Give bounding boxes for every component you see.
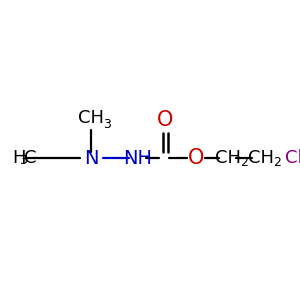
Text: Cl: Cl bbox=[285, 149, 300, 167]
Text: CH: CH bbox=[248, 149, 274, 167]
Text: O: O bbox=[188, 148, 205, 168]
Text: O: O bbox=[157, 110, 173, 130]
Text: 2: 2 bbox=[240, 155, 248, 169]
Text: 2: 2 bbox=[273, 155, 281, 169]
Text: 3: 3 bbox=[103, 118, 111, 131]
Text: CH: CH bbox=[215, 149, 241, 167]
Text: C: C bbox=[24, 149, 37, 167]
Text: CH: CH bbox=[78, 109, 104, 127]
Text: N: N bbox=[84, 148, 98, 167]
Text: 3: 3 bbox=[19, 154, 27, 167]
Text: NH: NH bbox=[123, 148, 152, 167]
Text: H: H bbox=[12, 149, 26, 167]
